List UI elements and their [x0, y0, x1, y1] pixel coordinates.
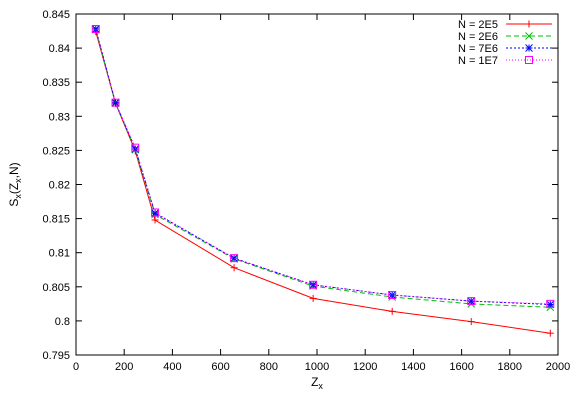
series-3-point — [91, 25, 100, 33]
series-4-point — [230, 254, 239, 263]
x-tick-label: 1800 — [498, 361, 522, 373]
legend-entry-label: N = 2E5 — [458, 19, 498, 31]
x-tick-label: 2000 — [546, 361, 570, 373]
x-tick-label: 1200 — [353, 361, 377, 373]
x-axis-label: Zx — [311, 375, 323, 391]
axis-ticks: 0 200 400 600 800 1000 1200 1400 1600 1800 2000 0.7… — [42, 9, 570, 373]
y-tick-label: 0.845 — [42, 9, 70, 21]
series-1-point — [230, 264, 238, 272]
series-1-point — [388, 307, 396, 315]
y-axis-label-paren-sub: x — [13, 178, 23, 183]
y-tick-label: 0.83 — [49, 111, 70, 123]
series-3-point — [467, 297, 476, 305]
y-tick-label: 0.805 — [42, 282, 70, 294]
series-1-point — [151, 216, 159, 224]
series-4-point — [546, 299, 555, 308]
series-1-point — [546, 329, 554, 337]
x-tick-label: 800 — [260, 361, 278, 373]
series-line-2 — [95, 29, 551, 308]
series-4-point — [151, 208, 160, 217]
y-axis-label-sub: x — [13, 194, 23, 199]
y-tick-label: 0.835 — [42, 77, 70, 89]
series-4-point — [309, 280, 318, 289]
x-tick-label: 1400 — [401, 361, 425, 373]
series-3-point — [111, 98, 120, 107]
series-line-4 — [95, 28, 551, 305]
series-line-3 — [95, 28, 551, 305]
legend-entry-marker — [525, 44, 533, 52]
series-4-point — [467, 297, 476, 306]
legend-entry-label: N = 7E6 — [458, 43, 498, 55]
y-tick-label: 0.82 — [49, 180, 70, 192]
series-4-point — [91, 25, 100, 34]
y-tick-label: 0.84 — [49, 43, 70, 55]
series-4-point — [388, 290, 397, 299]
plot-marks — [91, 25, 555, 337]
y-tick-label: 0.795 — [42, 350, 70, 362]
y-axis-label-paren-close: ,N) — [7, 162, 21, 178]
x-tick-label: 200 — [115, 361, 133, 373]
x-tick-label: 1600 — [449, 361, 473, 373]
x-axis-label-sub: x — [318, 381, 323, 391]
y-axis-label-paren-open: (Z — [7, 183, 21, 194]
x-tick-label: 1000 — [305, 361, 329, 373]
series-1-point — [467, 318, 475, 326]
series-4-point — [131, 143, 140, 152]
y-axis-label: Sx(Zx,N) — [7, 162, 23, 206]
legend-entry-marker — [525, 56, 533, 64]
series-3-point — [309, 280, 317, 289]
y-tick-label: 0.8 — [55, 316, 70, 328]
legend-entry-marker — [525, 20, 533, 28]
x-tick-label: 400 — [163, 361, 181, 373]
series-3-point — [230, 254, 238, 263]
x-tick-label: 0 — [73, 361, 79, 373]
series-1-point — [309, 294, 317, 302]
y-tick-label: 0.815 — [42, 214, 70, 226]
y-tick-label: 0.825 — [42, 145, 70, 157]
series-4-point — [111, 98, 120, 107]
x-tick-label: 600 — [211, 361, 229, 373]
y-tick-label: 0.81 — [49, 248, 70, 260]
legend-entry-label: N = 1E7 — [458, 55, 498, 67]
legend-entry-marker — [525, 32, 533, 40]
x-axis-label-main: Z — [311, 375, 318, 389]
legend-entry-label: N = 2E6 — [458, 31, 498, 43]
y-axis-label-main: S — [7, 199, 21, 207]
